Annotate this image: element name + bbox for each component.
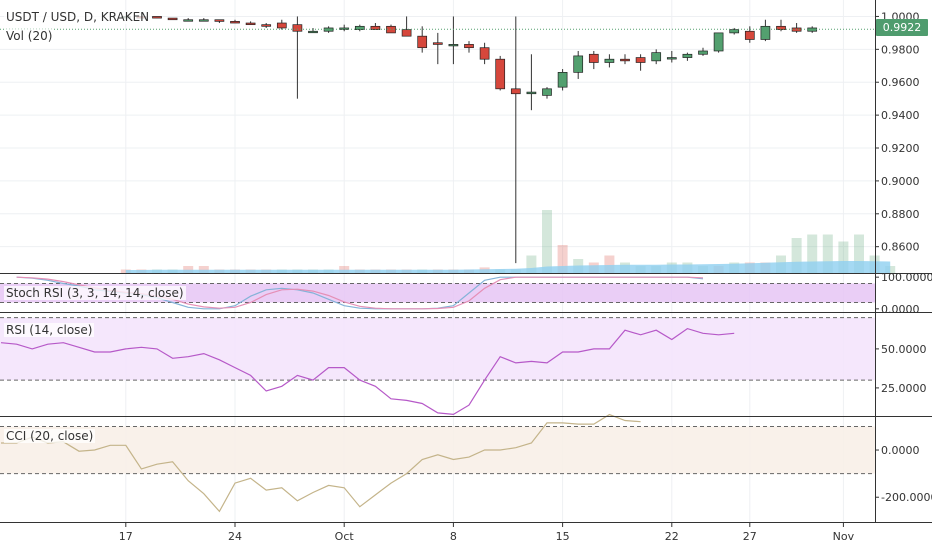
price-axis-tick-label: 0.9400: [881, 109, 920, 122]
cci-line: [1, 413, 641, 513]
time-axis-tick-label: 15: [556, 530, 570, 543]
candle-body: [479, 47, 490, 60]
candle-body: [791, 27, 802, 32]
candle-body: [401, 29, 412, 37]
rsi-line: [0, 327, 735, 416]
volume-bar: [854, 234, 864, 273]
candle-body: [698, 50, 708, 55]
candle-body: [214, 19, 225, 22]
volume-bar: [791, 238, 802, 273]
candle-body: [464, 44, 474, 49]
candle-body: [744, 30, 755, 40]
rsi-axis-tick-label: 50.0000: [881, 343, 927, 356]
price-axis-tick-label: 0.9800: [881, 43, 920, 56]
cci-axis-tick-label: 0.0000: [881, 444, 920, 457]
stoch-band: [0, 283, 875, 303]
candle-body: [183, 19, 194, 22]
candle-body: [682, 53, 693, 58]
cci-band: [0, 426, 875, 474]
volume-bar: [807, 234, 818, 273]
symbol-title: USDT / USD, D, KRAKEN: [4, 10, 152, 24]
candle-body: [807, 27, 818, 32]
price-axis-tick-label: 0.9000: [881, 175, 920, 188]
volume-legend: Vol (20): [4, 29, 55, 43]
volume-bar: [542, 210, 552, 273]
time-axis-tick-label: 24: [228, 530, 242, 543]
volume-bar: [339, 266, 350, 273]
volume-bar: [198, 266, 209, 273]
cci-axis-tick-label: -200.0000: [881, 491, 932, 504]
cci-legend: CCI (20, close): [4, 429, 96, 443]
candle-body: [152, 16, 162, 19]
candle-body: [620, 58, 630, 62]
candle-body: [261, 24, 272, 27]
stoch-axis-tick-label: 100.0000: [881, 271, 932, 284]
candle-body: [495, 58, 506, 90]
stoch-rsi-legend: Stoch RSI (3, 3, 14, 14, close): [4, 286, 186, 300]
price-axis-tick-label: 0.8600: [881, 241, 920, 254]
volume-bar: [838, 241, 849, 273]
candle-body: [323, 27, 334, 32]
price-axis-tick-label: 0.9200: [881, 142, 920, 155]
price-axis-tick-label: 0.8800: [881, 208, 920, 221]
candle-body: [604, 58, 615, 63]
volume-bar: [183, 266, 194, 273]
candle-body: [167, 17, 178, 21]
candle-body: [432, 42, 443, 45]
candle-body: [417, 35, 428, 49]
candle-body: [729, 29, 740, 34]
candle-body: [339, 27, 350, 30]
candle-body: [245, 22, 256, 26]
volume-bar: [526, 255, 537, 273]
time-axis-tick-label: 27: [743, 530, 757, 543]
rsi-band: [0, 317, 875, 381]
volume-bar: [822, 234, 833, 273]
candle-body: [230, 21, 240, 24]
candle-body: [760, 25, 771, 40]
last-price-tag: 0.9922: [876, 19, 928, 36]
candle-body: [198, 19, 209, 22]
candle-body: [573, 55, 584, 73]
candle-body: [635, 57, 646, 63]
time-axis-tick-label: 17: [119, 530, 133, 543]
time-axis-tick-label: Nov: [833, 530, 855, 543]
rsi-axis-tick-label: 25.0000: [881, 382, 927, 395]
time-axis-tick-label: 8: [450, 530, 457, 543]
candle-body: [557, 72, 568, 88]
volume-ma-area: [125, 261, 891, 273]
stoch-axis-tick-label: 0.0000: [881, 303, 920, 316]
candle-body: [276, 22, 287, 29]
candle-body: [713, 32, 724, 52]
candle-body: [526, 91, 537, 95]
candle-body: [292, 24, 303, 32]
candle-body: [542, 88, 552, 96]
candle-body: [510, 88, 521, 95]
volume-bar: [557, 245, 568, 273]
candle-body: [651, 52, 662, 62]
volume-bar: [604, 255, 615, 273]
time-axis-tick-label: 22: [665, 530, 679, 543]
candle-body: [588, 53, 599, 63]
candle-body: [354, 25, 365, 30]
time-axis-tick-label: Oct: [335, 530, 355, 543]
candle-body: [666, 57, 677, 60]
candle-body: [308, 30, 318, 34]
candle-body: [448, 44, 459, 47]
price-axis-tick-label: 0.9600: [881, 76, 920, 89]
rsi-legend: RSI (14, close): [4, 323, 95, 337]
